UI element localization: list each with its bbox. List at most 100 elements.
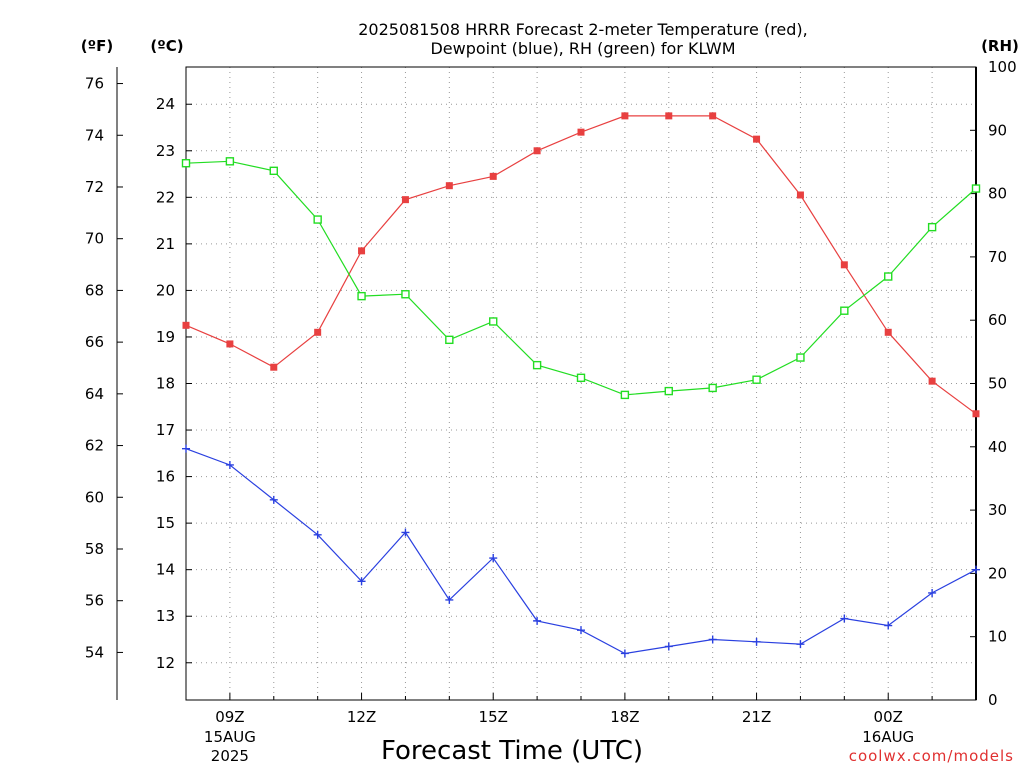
dewpoint-point xyxy=(401,528,410,537)
temperature-point xyxy=(665,112,673,120)
celsius-tick-label: 16 xyxy=(156,468,175,486)
dewpoint-point xyxy=(928,588,937,597)
rh-point xyxy=(971,184,981,193)
temperature-point xyxy=(884,328,892,336)
credit-text: coolwx.com/models xyxy=(849,747,1014,765)
temperature-point xyxy=(445,182,453,190)
rh-point xyxy=(708,383,717,393)
celsius-tick-label: 20 xyxy=(156,281,175,299)
rh-point xyxy=(884,272,893,281)
rh-point xyxy=(401,290,410,299)
celsius-tick-label: 15 xyxy=(156,514,175,532)
x-tick-date-label: 15AUG xyxy=(204,728,256,746)
fahrenheit-tick-label: 76 xyxy=(85,75,104,93)
x-tick-date-label: 16AUG xyxy=(862,728,914,746)
temperature-point xyxy=(314,328,322,336)
rh-point xyxy=(313,215,322,224)
temperature-point xyxy=(270,363,278,371)
x-axis-label: Forecast Time (UTC) xyxy=(381,736,643,766)
dewpoint-point xyxy=(708,635,717,644)
temperature-point xyxy=(577,128,585,136)
rh-tick-label: 0 xyxy=(988,691,998,709)
x-tick-label: 15Z xyxy=(479,708,508,726)
rh-point xyxy=(225,157,235,166)
dewpoint-point xyxy=(840,614,849,623)
celsius-unit-label: (ºC) xyxy=(150,37,183,55)
rh-tick-label: 80 xyxy=(988,185,1007,203)
dewpoint-point xyxy=(269,495,278,504)
fahrenheit-tick-label: 56 xyxy=(85,592,104,610)
rh-point xyxy=(840,306,849,315)
dewpoint-point xyxy=(489,554,498,563)
temperature-point xyxy=(928,377,936,385)
rh-point xyxy=(576,373,586,383)
celsius-tick-label: 17 xyxy=(156,421,175,439)
chart-title-line1: 2025081508 HRRR Forecast 2-meter Tempera… xyxy=(358,20,808,39)
rh-point xyxy=(664,386,673,396)
rh-point xyxy=(927,222,937,232)
dewpoint-point xyxy=(313,530,322,539)
celsius-tick-label: 24 xyxy=(156,95,175,113)
rh-tick-label: 60 xyxy=(988,311,1007,329)
rh-series-line xyxy=(185,160,977,396)
rh-tick-label: 10 xyxy=(988,628,1007,646)
dewpoint-point xyxy=(884,621,893,630)
rh-tick-label: 90 xyxy=(988,121,1007,139)
celsius-tick-label: 12 xyxy=(156,654,175,672)
rh-point xyxy=(269,166,278,176)
x-tick-label: 18Z xyxy=(610,708,639,726)
temperature-point xyxy=(753,135,761,143)
fahrenheit-tick-label: 60 xyxy=(85,488,104,506)
x-tick-label: 12Z xyxy=(347,708,376,726)
x-tick-label: 21Z xyxy=(742,708,771,726)
rh-point xyxy=(489,317,498,326)
rh-point xyxy=(181,159,191,168)
x-tick-label: 09Z xyxy=(215,708,244,726)
dewpoint-point xyxy=(620,649,629,658)
celsius-tick-label: 23 xyxy=(156,142,175,160)
temperature-point xyxy=(358,247,366,255)
rh-point xyxy=(796,353,805,362)
fahrenheit-tick-label: 70 xyxy=(85,230,104,248)
rh-point xyxy=(752,375,761,384)
x-tick-label: 00Z xyxy=(874,708,903,726)
temperature-point xyxy=(972,410,980,418)
grid xyxy=(186,67,976,700)
dewpoint-point xyxy=(357,577,366,586)
fahrenheit-tick-label: 68 xyxy=(85,281,104,299)
rh-tick-label: 30 xyxy=(988,501,1007,519)
temperature-point xyxy=(709,112,717,120)
fahrenheit-tick-label: 54 xyxy=(85,643,104,661)
fahrenheit-tick-label: 58 xyxy=(85,540,104,558)
celsius-tick-label: 22 xyxy=(156,188,175,206)
rh-tick-label: 100 xyxy=(988,58,1017,76)
fahrenheit-tick-label: 72 xyxy=(85,178,104,196)
rh-point xyxy=(620,390,630,400)
rh-tick-label: 40 xyxy=(988,438,1007,456)
temperature-series-line xyxy=(185,115,977,415)
celsius-tick-label: 14 xyxy=(156,561,175,579)
dewpoint-point xyxy=(225,460,234,469)
temperature-point xyxy=(796,191,804,199)
rh-point xyxy=(445,335,454,345)
celsius-tick-label: 18 xyxy=(156,375,175,393)
fahrenheit-unit-label: (ºF) xyxy=(81,37,113,55)
rh-tick-label: 50 xyxy=(988,375,1007,393)
temperature-point xyxy=(226,340,234,348)
celsius-tick-label: 13 xyxy=(156,607,175,625)
rh-point xyxy=(357,291,366,301)
celsius-tick-label: 19 xyxy=(156,328,175,346)
rh-tick-label: 70 xyxy=(988,248,1007,266)
dewpoint-point xyxy=(752,637,761,646)
rh-tick-label: 20 xyxy=(988,564,1007,582)
fahrenheit-tick-label: 74 xyxy=(85,126,104,144)
series xyxy=(181,112,981,658)
dewpoint-point xyxy=(664,642,673,651)
celsius-tick-label: 21 xyxy=(156,235,175,253)
dewpoint-point xyxy=(533,616,542,625)
dewpoint-point xyxy=(796,640,805,649)
fahrenheit-tick-label: 64 xyxy=(85,385,104,403)
temperature-point xyxy=(182,321,190,329)
x-tick-year-label: 2025 xyxy=(211,747,249,765)
